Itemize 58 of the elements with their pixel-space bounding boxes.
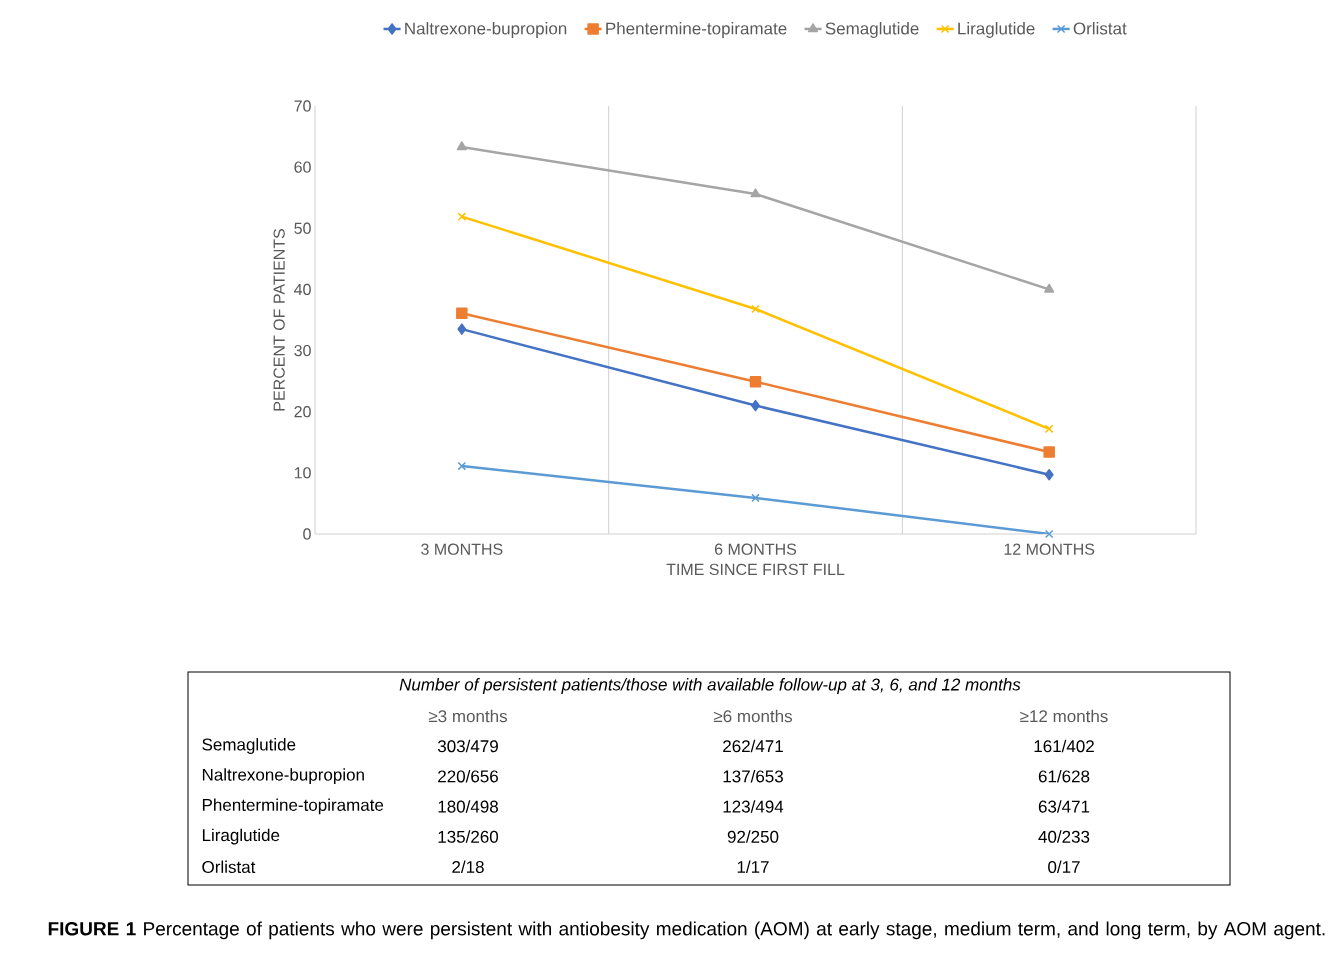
text: 40/233 xyxy=(1038,830,1090,843)
point xyxy=(1044,283,1055,293)
text: ≥6 months xyxy=(713,709,793,723)
point xyxy=(456,141,467,151)
text: 262/471 xyxy=(723,739,783,753)
text: FIGURE 1 Percentage of patients who were persistent with antiobesity medication (AOM) at early stage, medium term, and long term, by AOM agent. xyxy=(48,921,1325,940)
text: 135/260 xyxy=(438,830,499,843)
text: Number of persistent patients/those with available follow-up at 3, 6, and 12 months xyxy=(399,678,1021,694)
text: 63/471 xyxy=(1038,800,1090,813)
y-axis-title: PERCENT OF PATIENTS xyxy=(273,228,285,411)
x-axis-title: TIME SINCE FIRST FILL xyxy=(666,563,845,576)
y-tick-label: 0 xyxy=(303,528,311,540)
text: Naltrexone-bupropion xyxy=(202,768,364,785)
point xyxy=(1043,446,1055,458)
text: ≥3 months xyxy=(428,709,508,723)
text: 0/17 xyxy=(1048,860,1080,874)
text: 2/18 xyxy=(452,860,484,874)
point xyxy=(456,307,468,320)
legend-label: Naltrexone-bupropion xyxy=(405,22,567,38)
text: 1/17 xyxy=(737,860,769,874)
text: Orlistat xyxy=(202,860,256,874)
legend-label: Phentermine-topiramate xyxy=(606,22,787,38)
text: 161/402 xyxy=(1034,739,1094,753)
legend-label: Semaglutide xyxy=(825,22,919,38)
text: Liraglutide xyxy=(202,828,280,845)
y-tick-label: 10 xyxy=(294,467,311,479)
text: 61/628 xyxy=(1038,769,1090,783)
point xyxy=(751,493,760,503)
text: 123/494 xyxy=(723,800,784,813)
legend-label: Orlistat xyxy=(1073,22,1127,35)
text: 180/498 xyxy=(438,800,498,813)
y-tick-label: 20 xyxy=(294,406,311,418)
text: 220/656 xyxy=(438,769,498,783)
text: Phentermine-topiramate xyxy=(202,798,384,815)
y-tick-label: 40 xyxy=(294,283,311,296)
text: Semaglutide xyxy=(202,738,296,754)
y-tick-label: 60 xyxy=(294,161,311,173)
point xyxy=(1044,468,1054,481)
y-tick-label: 50 xyxy=(294,222,311,234)
legend-label: Liraglutide xyxy=(958,22,1035,38)
point xyxy=(750,188,761,198)
point xyxy=(751,399,761,412)
point xyxy=(457,212,467,221)
x-tick-label: 12 MONTHS xyxy=(1004,543,1095,555)
point xyxy=(457,461,467,471)
text: 137/653 xyxy=(723,769,783,783)
point xyxy=(457,323,467,335)
point xyxy=(749,375,762,388)
text: 92/250 xyxy=(727,830,779,843)
point xyxy=(751,304,760,314)
point xyxy=(1044,424,1054,434)
text: 303/479 xyxy=(437,739,498,753)
text: ≥12 months xyxy=(1020,709,1108,723)
x-tick-label: 6 MONTHS xyxy=(714,543,797,555)
point xyxy=(1044,529,1054,539)
x-tick-label: 3 MONTHS xyxy=(421,543,503,555)
y-tick-label: 70 xyxy=(294,100,311,112)
y-tick-label: 30 xyxy=(294,344,311,357)
